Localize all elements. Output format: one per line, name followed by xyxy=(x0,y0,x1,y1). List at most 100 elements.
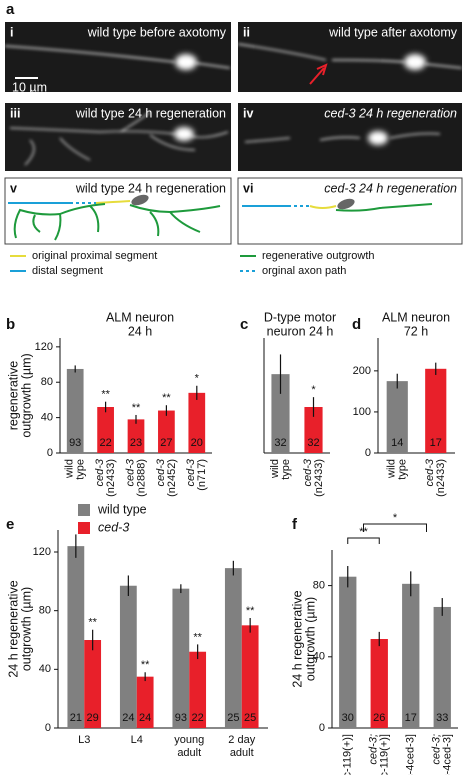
y-axis-label: regenerative xyxy=(6,361,20,431)
x-tick-label: type xyxy=(280,459,292,480)
n-label: 17 xyxy=(430,437,442,449)
y-tick-label: 40 xyxy=(39,663,51,675)
y-axis-label: outgrowth (µm) xyxy=(19,353,33,437)
significance: * xyxy=(311,384,316,396)
cell-body xyxy=(174,127,194,141)
panel-label: vi xyxy=(243,181,253,195)
bar xyxy=(189,651,207,728)
y-tick-label: 0 xyxy=(47,447,53,459)
panel-caption: wild type after axotomy xyxy=(328,25,458,39)
bar xyxy=(127,419,145,453)
x-tick-label: ced-3 xyxy=(424,458,436,486)
significance: ** xyxy=(193,631,202,643)
bar xyxy=(172,588,190,728)
micrographs xyxy=(4,22,463,171)
y-tick-label: 0 xyxy=(365,447,371,459)
panel-letter: d xyxy=(352,316,361,333)
n-label: 32 xyxy=(307,437,319,449)
legend-label: original proximal segment xyxy=(32,250,157,262)
legend-label: orginal axon path xyxy=(262,265,346,277)
bar xyxy=(304,407,323,453)
n-label: 27 xyxy=(160,437,172,449)
n-label: 29 xyxy=(87,712,99,724)
panel-caption: ced-3 24 h regeneration xyxy=(324,106,457,120)
bar xyxy=(97,407,114,453)
x-tick-label: type xyxy=(397,459,409,480)
x-tick-label: (n2433) xyxy=(313,459,325,497)
y-axis-label: outgrowth (µm) xyxy=(303,597,317,681)
n-label: 24 xyxy=(139,712,151,724)
cell-body xyxy=(131,194,149,206)
cell-body xyxy=(337,198,355,210)
x-tick-label: type xyxy=(75,459,87,480)
x-tick-label: Is[pmec-4ced-3] xyxy=(442,734,454,775)
x-tick-label: wild xyxy=(269,459,281,479)
x-tick-label: ced-3 xyxy=(124,458,136,486)
panel-label: iv xyxy=(243,106,253,120)
x-tick-label: (n2452) xyxy=(166,459,178,497)
chart-title: 24 h xyxy=(128,324,152,338)
n-label: 22 xyxy=(99,437,111,449)
significance-bracket xyxy=(347,537,380,544)
y-tick-label: 100 xyxy=(353,406,371,418)
micrograph xyxy=(238,22,462,92)
panel-letter: b xyxy=(6,316,15,333)
n-label: 20 xyxy=(191,437,203,449)
y-tick-label: 120 xyxy=(35,341,53,353)
n-label: 33 xyxy=(436,712,448,724)
chart-title: D-type motor xyxy=(264,310,336,324)
x-tick-label: [unc-119(+)] xyxy=(342,734,354,775)
y-tick-label: 0 xyxy=(45,722,51,734)
x-tick-label: wild xyxy=(64,459,76,479)
y-tick-label: 200 xyxy=(353,365,371,377)
x-tick-label: ced-3 xyxy=(94,458,106,486)
regenerative-outgrowth xyxy=(335,203,433,212)
x-tick-label: ced-3 xyxy=(155,458,167,486)
n-label: 23 xyxy=(130,437,142,449)
n-label: 22 xyxy=(192,712,204,724)
n-label: 32 xyxy=(274,437,286,449)
n-label: 93 xyxy=(69,437,81,449)
significance: ** xyxy=(162,392,171,404)
y-tick-label: 80 xyxy=(39,605,51,617)
n-label: 24 xyxy=(122,712,134,724)
x-tick-label: (n717) xyxy=(196,459,208,491)
panel-label: v xyxy=(10,181,17,195)
legend-label: distal segment xyxy=(32,265,103,277)
chart-title: ALM neuron xyxy=(106,310,174,324)
x-tick-label: ced-3 xyxy=(185,458,197,486)
cell-body xyxy=(175,54,197,70)
bar xyxy=(188,392,206,453)
x-tick-label: L3 xyxy=(78,734,90,746)
cell-body xyxy=(368,131,388,145)
x-tick-label: adult xyxy=(177,747,201,759)
n-label: 30 xyxy=(342,712,354,724)
significance: * xyxy=(393,512,398,524)
panel-label: ii xyxy=(243,25,250,39)
legend-label: regenerative outgrowth xyxy=(262,250,375,262)
significance: ** xyxy=(88,617,97,629)
n-label: 25 xyxy=(244,712,256,724)
legend-swatch xyxy=(78,522,90,534)
significance: ** xyxy=(101,389,110,401)
scale-bar-label: 10 µm xyxy=(12,80,47,94)
y-axis-label: 24 h regenerative xyxy=(6,580,20,677)
x-tick-label: (n2433) xyxy=(435,459,447,497)
bar xyxy=(433,606,451,728)
bar xyxy=(224,568,242,728)
bar xyxy=(402,583,420,728)
y-tick-label: 40 xyxy=(41,412,53,424)
schematics xyxy=(4,177,463,245)
y-axis-label: 24 h regenerative xyxy=(290,590,304,687)
legend-label: ced-3 xyxy=(98,520,129,534)
x-tick-label: adult xyxy=(230,747,254,759)
n-label: 26 xyxy=(373,712,385,724)
neuron xyxy=(4,43,463,166)
chart-title: 72 h xyxy=(404,324,428,338)
significance: ** xyxy=(141,659,150,671)
significance: ** xyxy=(246,605,255,617)
y-tick-label: 0 xyxy=(319,722,325,734)
bar xyxy=(158,410,175,453)
chart-title: neuron 24 h xyxy=(267,324,334,338)
